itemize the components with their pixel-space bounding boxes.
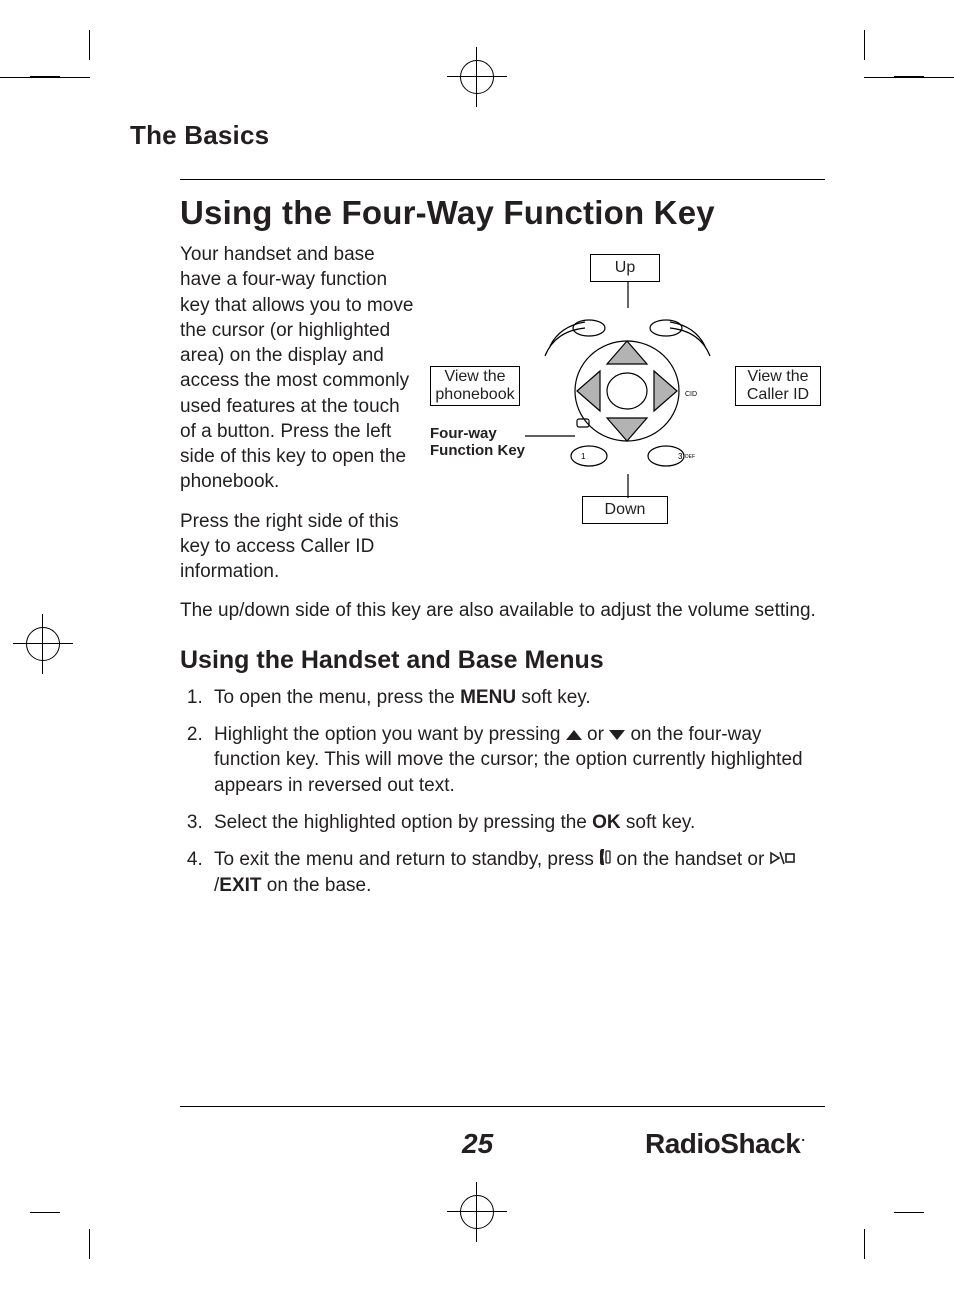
arrow-down-icon [622,474,634,498]
step-1: To open the menu, press the MENU soft ke… [208,685,825,710]
svg-text:1: 1 [581,452,586,461]
brand-logo: RadioShack. [645,1128,805,1160]
crop-marks-right [864,0,924,1289]
diagram-label-down: Down [582,496,668,524]
triangle-down-icon [609,730,625,740]
intro-paragraph-3: The up/down side of this key are also av… [180,598,825,623]
page-number: 25 [462,1128,493,1160]
triangle-up-icon [566,730,582,740]
crop-marks-bottom [0,1199,954,1259]
step-4: To exit the menu and return to standby, … [208,847,825,898]
diagram-label-up: Up [590,254,660,282]
svg-text:3: 3 [678,452,683,461]
diagram-label-left: View the phonebook [430,366,520,406]
rule-footer [180,1106,825,1107]
section-title: The Basics [130,120,825,151]
heading-1: Using the Four-Way Function Key [180,194,825,232]
handset-end-icon [599,848,611,873]
rule-top [180,179,825,180]
diagram-label-right: View the Caller ID [735,366,821,406]
intro-paragraph-2: Press the right side of this key to acce… [180,509,415,585]
diagram-key-label: Four-way Function Key [430,426,540,459]
steps-list: To open the menu, press the MENU soft ke… [180,685,825,898]
svg-text:DEF: DEF [685,454,695,460]
arrow-up-icon [622,282,634,308]
step-3: Select the highlighted option by pressin… [208,810,825,835]
four-way-key-diagram: Up View the phonebook View the Caller ID… [430,248,830,548]
play-stop-icon [770,847,796,872]
heading-2: Using the Handset and Base Menus [180,646,825,675]
crop-marks-top [0,30,954,90]
diagram-keypad-icon: 1 CID 3 DEF [525,306,730,476]
intro-paragraph-1: Your handset and base have a four-way fu… [180,242,415,495]
step-2: Highlight the option you want by pressin… [208,722,825,798]
svg-text:CID: CID [685,391,697,398]
crop-marks-left [30,0,90,1289]
